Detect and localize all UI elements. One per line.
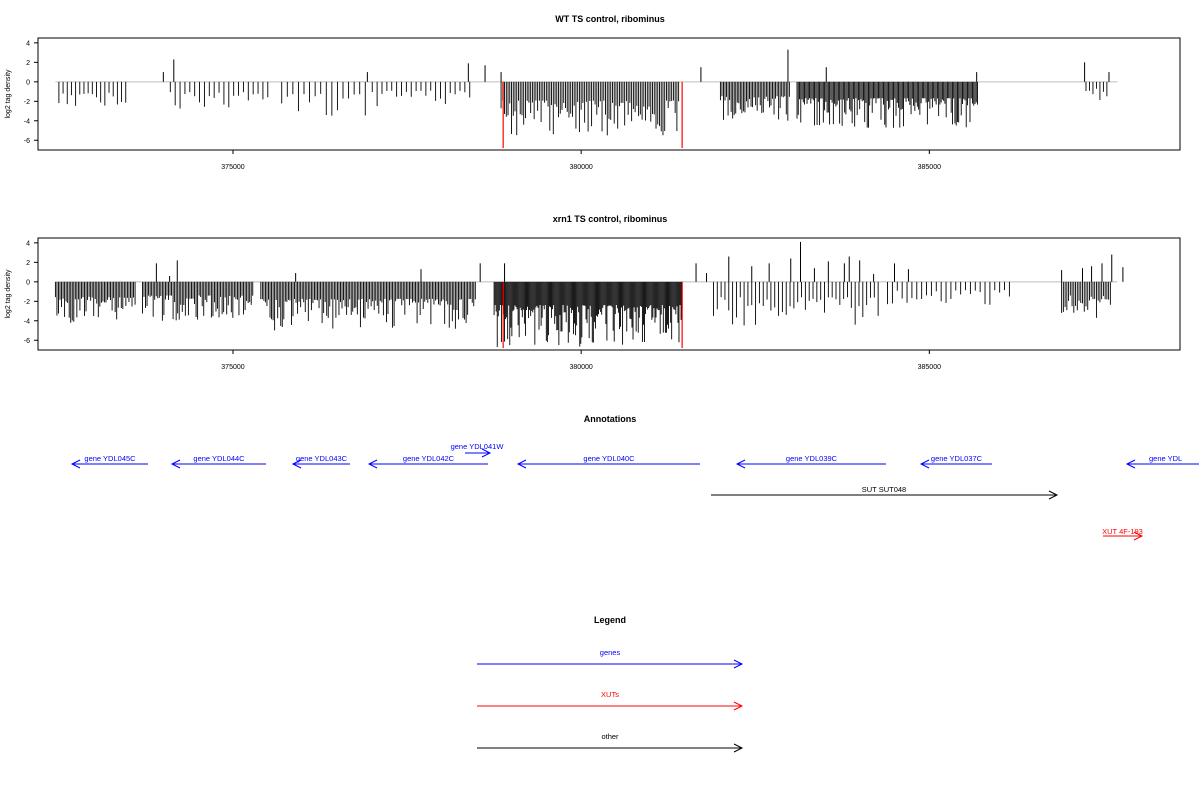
annotation-arrow: gene YDL040C	[516, 454, 700, 469]
annotation-arrow: gene YDL041W	[451, 442, 505, 458]
x-tick-label: 375000	[221, 164, 244, 171]
annotation-label: SUT SUT048	[862, 485, 906, 494]
x-tick-label: 380000	[569, 164, 592, 171]
annotation-arrow: gene YDL042C	[367, 454, 488, 469]
x-tick-label: 375000	[221, 364, 244, 371]
annotation-label: gene YDL044C	[193, 454, 245, 463]
y-tick-label: 2	[26, 60, 30, 67]
y-axis: -6 -4 -2 0 2 4	[24, 40, 38, 145]
y-tick-label: 4	[26, 240, 30, 247]
xrn1-ts-control-panel: xrn1 TS control, ribominus log2 tag dens…	[5, 214, 1181, 371]
annotations-track: Annotations gene YDL045C gene YDL044C gene…	[70, 414, 1199, 541]
panel-title: xrn1 TS control, ribominus	[553, 214, 668, 224]
highlight-bars	[502, 281, 683, 349]
annotations-title: Annotations	[584, 414, 637, 424]
annotation-label: gene YDL043C	[296, 454, 348, 463]
annotation-label: gene YDL037C	[931, 454, 983, 463]
plot-frame	[37, 37, 1181, 151]
annotation-label: gene YDL041W	[451, 442, 505, 451]
annotation-label: gene YDL039C	[786, 454, 838, 463]
plot-frame	[37, 237, 1181, 351]
annotation-label: gene YDL042C	[403, 454, 455, 463]
legend-title: Legend	[594, 615, 626, 625]
annotation-label: gene YDL	[1149, 454, 1182, 463]
x-axis: 375000 380000 385000	[221, 350, 941, 371]
y-tick-label: -2	[24, 99, 30, 106]
wt-ts-control-panel: WT TS control, ribominus log2 tag densit…	[5, 14, 1181, 171]
x-tick-label: 380000	[569, 364, 592, 371]
y-tick-label: -2	[24, 299, 30, 306]
annotation-arrow: gene YDL045C	[70, 454, 148, 469]
y-tick-label: -6	[24, 338, 30, 345]
y-tick-label: -4	[24, 318, 30, 325]
y-tick-label: 2	[26, 260, 30, 267]
y-axis: -6 -4 -2 0 2 4	[24, 240, 38, 345]
x-tick-label: 385000	[918, 164, 941, 171]
y-axis-label: log2 tag density	[5, 269, 12, 319]
annotation-arrow: gene YDL	[1125, 454, 1199, 469]
y-tick-label: -6	[24, 138, 30, 145]
annotation-arrow: gene YDL039C	[735, 454, 886, 469]
annotation-arrow: gene YDL043C	[291, 454, 350, 469]
y-axis-label: log2 tag density	[5, 69, 12, 119]
x-tick-label: 385000	[918, 364, 941, 371]
legend-label: other	[601, 732, 619, 741]
y-tick-label: 4	[26, 40, 30, 47]
x-axis: 375000 380000 385000	[221, 150, 941, 171]
annotation-label: XUT 4F-193	[1102, 527, 1143, 536]
panel-title: WT TS control, ribominus	[555, 14, 665, 24]
annotation-arrow: XUT 4F-193	[1102, 527, 1144, 541]
y-tick-label: 0	[26, 279, 30, 286]
annotation-arrow: SUT SUT048	[711, 485, 1059, 500]
annotation-label: gene YDL045C	[84, 454, 136, 463]
annotation-label: gene YDL040C	[583, 454, 635, 463]
legend-label: genes	[600, 648, 621, 657]
y-tick-label: -4	[24, 118, 30, 125]
legend: Legend genes XUTs other	[477, 615, 744, 753]
annotation-arrow: gene YDL037C	[919, 454, 992, 469]
annotation-arrow: gene YDL044C	[170, 454, 266, 469]
highlight-bars	[502, 81, 683, 149]
legend-item: genes	[477, 648, 744, 669]
legend-item: XUTs	[477, 690, 744, 711]
y-tick-label: 0	[26, 79, 30, 86]
bar-series	[58, 49, 1110, 136]
legend-item: other	[477, 732, 744, 753]
legend-label: XUTs	[601, 690, 619, 699]
bar-series	[54, 241, 1124, 348]
